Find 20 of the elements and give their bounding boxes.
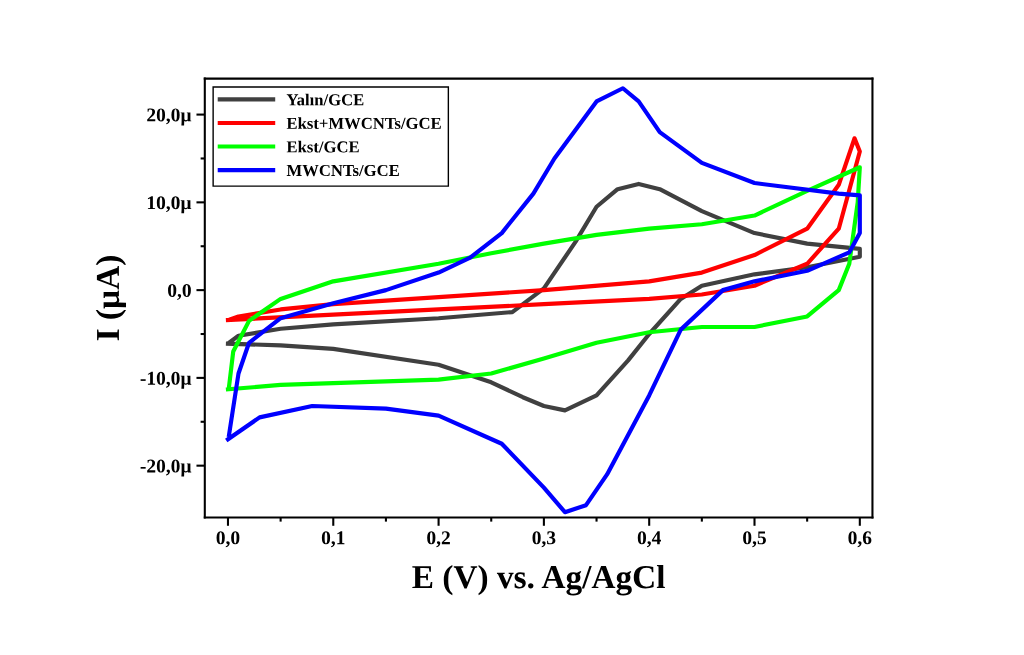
y-tick-label: 0,0	[168, 283, 191, 300]
x-tick-label: 0,3	[532, 531, 556, 548]
line-series	[225, 136, 862, 323]
x-tick-label: 0,0	[216, 531, 240, 548]
x-tick-label: 0,6	[848, 531, 872, 548]
x-axis-title: E (V) vs. Ag/AgCl	[412, 564, 665, 596]
legend-label: Yalın/GCE	[286, 93, 364, 106]
legend-label: MWCNTs/GCE	[286, 164, 399, 177]
x-tick-label: 0,5	[743, 531, 766, 548]
x-tick-label: 0,1	[321, 531, 345, 548]
y-axis-title: I (µA)	[95, 256, 127, 341]
legend-label: Ekst+MWCNTs/GCE	[286, 117, 441, 130]
y-tick-label: 10,0µ	[147, 196, 192, 214]
x-tick-label: 0,4	[637, 531, 661, 548]
line-series	[225, 86, 862, 515]
x-tick-label: 0,2	[427, 531, 450, 548]
y-tick-label: -20,0µ	[140, 459, 192, 477]
y-tick-label: 20,0µ	[147, 108, 192, 126]
y-tick-label: -10,0µ	[140, 371, 192, 389]
legend-label: Ekst/GCE	[286, 140, 359, 153]
